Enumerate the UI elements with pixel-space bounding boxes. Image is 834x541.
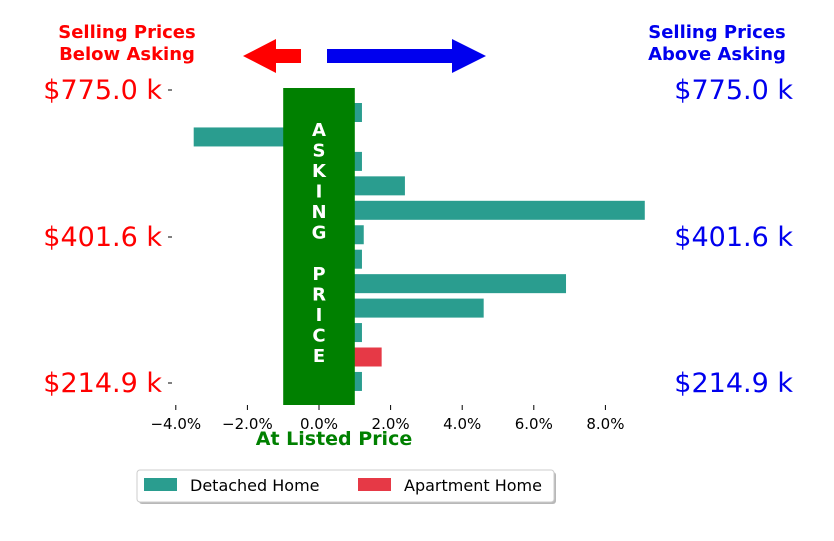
legend-label-apartment: Apartment Home [404,476,542,495]
bar-8 [319,274,567,294]
asking-letter-3: I [316,182,323,203]
left-price-label: $214.9 k [43,368,162,399]
x-tick-label: 6.0% [515,415,553,433]
left-header-line1: Selling Prices [58,22,195,43]
x-tick-label: −4.0% [150,415,201,433]
x-tick-label: 2.0% [372,415,410,433]
left-arrow-icon [243,39,301,73]
left-price-label: $401.6 k [43,222,162,253]
legend: Detached Home Apartment Home [136,469,556,504]
legend-label-detached: Detached Home [190,476,320,495]
left-price-label: $775.0 k [43,75,162,106]
asking-letter-6: P [312,264,325,285]
asking-price-band [283,88,355,405]
right-price-label: $775.0 k [674,75,793,106]
x-axis-label: At Listed Price [256,428,412,450]
legend-swatch-apartment [358,478,391,491]
right-header-line2: Above Asking [648,44,786,65]
x-tick-label: 0.0% [300,415,338,433]
bar-9 [319,298,484,318]
asking-letter-9: C [312,326,325,347]
right-arrow-icon [327,39,486,73]
asking-letter-0: A [312,120,326,141]
x-tick-label: 4.0% [443,415,481,433]
asking-letter-7: R [312,285,326,306]
asking-letter-8: I [316,305,323,326]
x-tick-label: −2.0% [222,415,273,433]
legend-swatch-detached [144,478,177,491]
left-header-line2: Below Asking [59,44,195,65]
right-price-label: $214.9 k [674,368,793,399]
asking-letter-4: N [311,202,326,223]
x-tick-label: 8.0% [586,415,624,433]
asking-letter-10: E [313,346,325,367]
right-price-label: $401.6 k [674,222,793,253]
price-labels: $775.0 k $401.6 k $214.9 k $775.0 k $401.6 k… [43,75,793,399]
x-axis: −4.0% −2.0% 0.0% 2.0% 4.0% 6.0% 8.0% [150,405,624,433]
asking-letter-2: K [312,161,327,182]
asking-letter-5: G [312,223,327,244]
bar-5 [319,200,645,220]
asking-letter-1: S [313,141,326,162]
right-header-line1: Selling Prices [648,22,785,43]
bars [193,103,645,391]
